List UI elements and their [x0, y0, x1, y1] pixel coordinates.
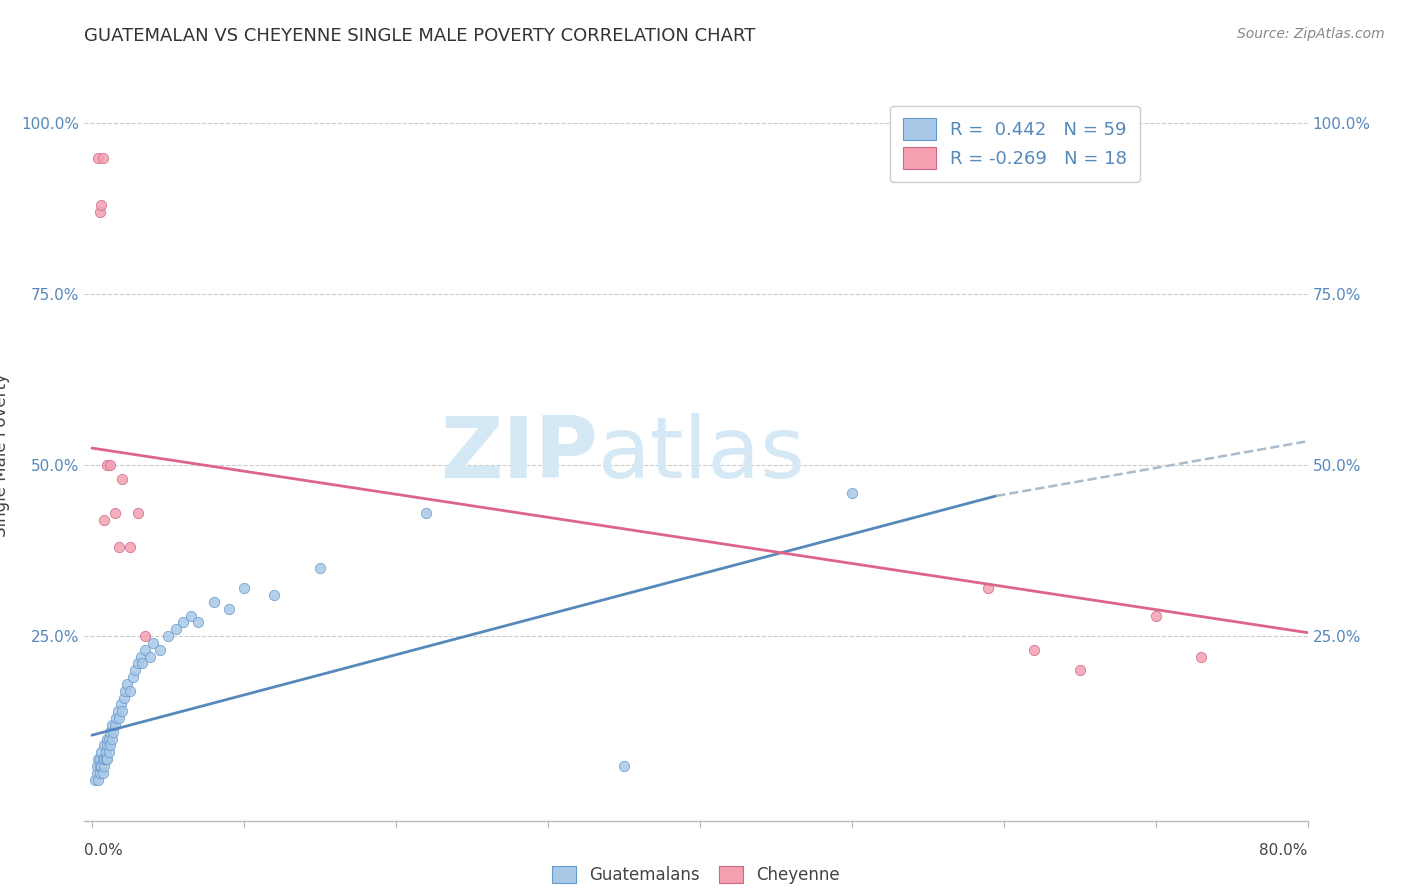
- Point: [107, 704, 129, 718]
- Point: [131, 657, 153, 671]
- Point: [263, 588, 285, 602]
- Point: [127, 657, 149, 671]
- Point: [87, 752, 110, 766]
- Point: [89, 205, 111, 219]
- Point: [613, 759, 636, 773]
- Y-axis label: Single Male Poverty: Single Male Poverty: [0, 373, 10, 537]
- Point: [97, 745, 120, 759]
- Point: [108, 540, 131, 554]
- Point: [86, 759, 108, 773]
- Point: [89, 765, 111, 780]
- Point: [98, 724, 121, 739]
- Point: [87, 151, 110, 165]
- Point: [1069, 663, 1091, 677]
- Point: [172, 615, 194, 630]
- Point: [93, 739, 115, 753]
- Point: [134, 629, 156, 643]
- Point: [977, 581, 1000, 595]
- Point: [104, 718, 127, 732]
- Point: [180, 608, 202, 623]
- Point: [96, 458, 118, 472]
- Point: [129, 649, 152, 664]
- Legend: Guatemalans, Cheyenne: Guatemalans, Cheyenne: [544, 858, 848, 892]
- Point: [112, 690, 135, 705]
- Point: [118, 540, 141, 554]
- Point: [118, 683, 141, 698]
- Point: [97, 731, 120, 746]
- Point: [93, 513, 115, 527]
- Point: [94, 752, 117, 766]
- Point: [93, 752, 115, 766]
- Point: [89, 752, 111, 766]
- Point: [142, 636, 165, 650]
- Text: ZIP: ZIP: [440, 413, 598, 497]
- Point: [232, 581, 254, 595]
- Point: [149, 642, 172, 657]
- Point: [86, 765, 108, 780]
- Point: [134, 642, 156, 657]
- Point: [1189, 649, 1212, 664]
- Point: [98, 739, 121, 753]
- Point: [84, 772, 107, 787]
- Point: [91, 752, 114, 766]
- Point: [104, 506, 127, 520]
- Point: [108, 711, 131, 725]
- Point: [114, 683, 136, 698]
- Text: GUATEMALAN VS CHEYENNE SINGLE MALE POVERTY CORRELATION CHART: GUATEMALAN VS CHEYENNE SINGLE MALE POVER…: [84, 27, 756, 45]
- Point: [122, 670, 145, 684]
- Point: [1144, 608, 1167, 623]
- Point: [110, 698, 132, 712]
- Point: [94, 745, 117, 759]
- Text: 0.0%: 0.0%: [84, 843, 124, 858]
- Text: Source: ZipAtlas.com: Source: ZipAtlas.com: [1237, 27, 1385, 41]
- Point: [138, 649, 160, 664]
- Point: [96, 731, 118, 746]
- Point: [202, 595, 225, 609]
- Point: [124, 663, 146, 677]
- Point: [96, 752, 118, 766]
- Point: [100, 718, 122, 732]
- Point: [415, 506, 437, 520]
- Text: atlas: atlas: [598, 413, 806, 497]
- Point: [156, 629, 179, 643]
- Point: [98, 458, 121, 472]
- Point: [105, 711, 128, 725]
- Text: 80.0%: 80.0%: [1260, 843, 1308, 858]
- Point: [115, 677, 138, 691]
- Point: [309, 560, 332, 574]
- Point: [90, 198, 112, 212]
- Point: [111, 472, 134, 486]
- Point: [91, 765, 114, 780]
- Point: [90, 759, 112, 773]
- Point: [87, 772, 110, 787]
- Point: [90, 745, 112, 759]
- Point: [187, 615, 209, 630]
- Point: [127, 506, 149, 520]
- Point: [218, 601, 240, 615]
- Point: [841, 485, 863, 500]
- Point: [93, 759, 115, 773]
- Point: [96, 739, 118, 753]
- Point: [91, 151, 114, 165]
- Point: [1022, 642, 1045, 657]
- Point: [103, 724, 125, 739]
- Point: [111, 704, 134, 718]
- Point: [165, 622, 187, 636]
- Point: [89, 759, 111, 773]
- Point: [100, 731, 122, 746]
